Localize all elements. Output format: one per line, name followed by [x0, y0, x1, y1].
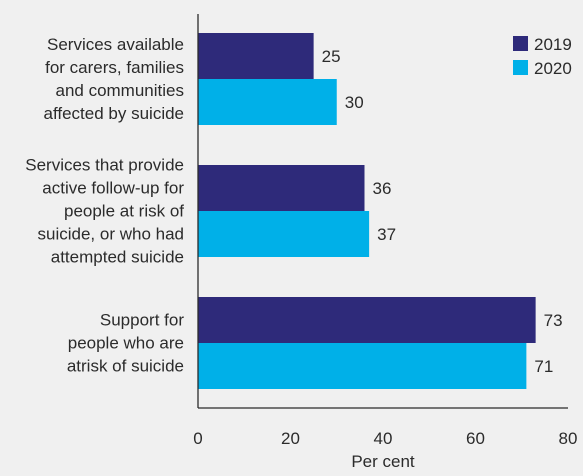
- category-label-2: Support for people who are atrisk of suici…: [67, 311, 185, 376]
- bar-2019-2: [198, 297, 536, 343]
- x-tick-label-60: 60: [466, 429, 485, 448]
- bar-2020-2: [198, 343, 527, 389]
- legend: 2019 2020: [513, 35, 572, 78]
- x-tick-label-80: 80: [559, 429, 578, 448]
- legend-swatch-2020: [513, 60, 528, 75]
- bar-2019-0: [198, 33, 314, 79]
- data-label-2020-2: 71: [534, 357, 553, 376]
- bar-2020-0: [198, 79, 337, 125]
- bar-2020-1: [198, 211, 370, 257]
- legend-swatch-2019: [513, 36, 528, 51]
- labels-layer: 25 30 Services available for carers, famili…: [25, 35, 562, 376]
- legend-label-2020: 2020: [534, 59, 572, 78]
- data-label-2019-2: 73: [544, 311, 563, 330]
- data-label-2019-0: 25: [322, 47, 341, 66]
- x-tick-label-20: 20: [281, 429, 300, 448]
- category-label-0: Services available for carers, families an…: [44, 35, 185, 123]
- axis-layer: 0 20 40 60 80 Per cent: [193, 14, 577, 471]
- category-label-1: Services that provide active follow-up fo…: [25, 156, 184, 267]
- x-tick-label-40: 40: [374, 429, 393, 448]
- data-label-2020-1: 37: [377, 225, 396, 244]
- x-axis-title: Per cent: [351, 452, 415, 471]
- legend-label-2019: 2019: [534, 35, 572, 54]
- bars-layer: [198, 33, 536, 389]
- data-label-2019-1: 36: [373, 179, 392, 198]
- x-tick-label-0: 0: [193, 429, 202, 448]
- data-label-2020-0: 30: [345, 93, 364, 112]
- bar-2019-1: [198, 165, 365, 211]
